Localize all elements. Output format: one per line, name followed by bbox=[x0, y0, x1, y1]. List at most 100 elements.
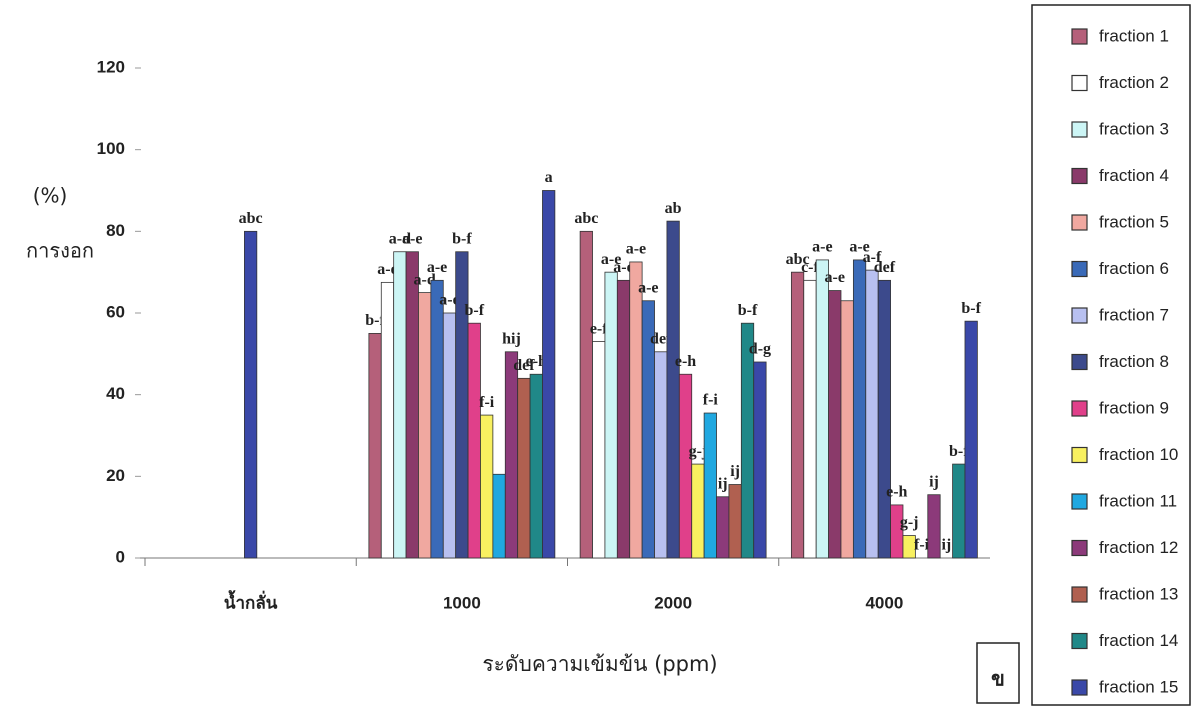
significance-label: f-i bbox=[914, 537, 930, 554]
bar bbox=[878, 280, 890, 558]
significance-label: b-f bbox=[738, 302, 758, 319]
bar bbox=[741, 323, 753, 558]
bar bbox=[667, 221, 679, 558]
bar bbox=[655, 352, 667, 558]
legend-label: fraction 10 bbox=[1099, 445, 1178, 464]
significance-label: ij bbox=[929, 473, 939, 490]
y-tick-label: 40 bbox=[106, 384, 125, 403]
y-tick-label: 120 bbox=[97, 57, 125, 76]
bar bbox=[617, 280, 629, 558]
bar bbox=[505, 352, 517, 558]
legend-swatch bbox=[1072, 215, 1087, 230]
significance-label: a-e bbox=[812, 239, 832, 256]
significance-label: a-e bbox=[638, 279, 658, 296]
y-tick-label: 80 bbox=[106, 221, 125, 240]
x-tick-label: 2000 bbox=[654, 593, 692, 612]
bar bbox=[704, 413, 716, 558]
legend-swatch bbox=[1072, 308, 1087, 323]
bar bbox=[891, 505, 903, 558]
legend-label: fraction 14 bbox=[1099, 631, 1178, 650]
significance-label: ij bbox=[718, 475, 728, 492]
bar bbox=[866, 270, 878, 558]
legend-label: fraction 5 bbox=[1099, 212, 1169, 231]
legend-swatch bbox=[1072, 76, 1087, 91]
bar bbox=[965, 321, 977, 558]
significance-label: ij bbox=[730, 463, 740, 480]
bar bbox=[593, 342, 605, 558]
significance-label: g-j bbox=[900, 514, 919, 531]
bar bbox=[369, 333, 381, 558]
bar bbox=[630, 262, 642, 558]
legend-swatch bbox=[1072, 401, 1087, 416]
y-unit: (%) bbox=[33, 184, 68, 208]
bar bbox=[679, 374, 691, 558]
legend-swatch bbox=[1072, 587, 1087, 602]
y-tick-label: 60 bbox=[106, 302, 125, 321]
x-tick-label: 1000 bbox=[443, 593, 481, 612]
significance-label: def bbox=[874, 259, 896, 276]
bar bbox=[829, 291, 841, 558]
corner-note: ข bbox=[991, 667, 1005, 691]
significance-label: hij bbox=[502, 330, 521, 347]
bar bbox=[717, 497, 729, 558]
legend-swatch bbox=[1072, 355, 1087, 370]
y-tick-label: 20 bbox=[106, 466, 125, 485]
legend-swatch bbox=[1072, 634, 1087, 649]
significance-label: abc bbox=[239, 210, 263, 227]
bar bbox=[493, 474, 505, 558]
bar bbox=[953, 464, 965, 558]
bar bbox=[542, 191, 554, 559]
significance-label: e-h bbox=[675, 353, 696, 370]
bar bbox=[394, 252, 406, 558]
legend-label: fraction 4 bbox=[1099, 166, 1169, 185]
significance-label: f-i bbox=[703, 392, 719, 409]
legend-label: fraction 6 bbox=[1099, 259, 1169, 278]
legend-swatch bbox=[1072, 122, 1087, 137]
legend-swatch bbox=[1072, 541, 1087, 556]
bar bbox=[692, 464, 704, 558]
x-tick-label: 4000 bbox=[865, 593, 903, 612]
bar bbox=[418, 293, 430, 558]
bar bbox=[841, 301, 853, 558]
significance-label: b-f bbox=[452, 230, 472, 247]
bar bbox=[480, 415, 492, 558]
legend-label: fraction 1 bbox=[1099, 26, 1169, 45]
significance-label: a-e bbox=[402, 230, 422, 247]
bar bbox=[443, 313, 455, 558]
legend-label: fraction 7 bbox=[1099, 305, 1169, 324]
legend-swatch bbox=[1072, 494, 1087, 509]
legend-label: fraction 9 bbox=[1099, 398, 1169, 417]
bar bbox=[791, 272, 803, 558]
significance-label: ab bbox=[665, 200, 682, 217]
significance-label: e-h bbox=[886, 484, 907, 501]
bar bbox=[431, 280, 443, 558]
y-label: การงอก bbox=[26, 239, 94, 263]
bar bbox=[381, 282, 393, 558]
significance-label: f-i bbox=[479, 394, 495, 411]
bar bbox=[530, 374, 542, 558]
legend-label: fraction 2 bbox=[1099, 73, 1169, 92]
x-tick-label: น้ำกลั่น bbox=[224, 589, 278, 612]
legend-swatch bbox=[1072, 680, 1087, 695]
significance-label: a bbox=[545, 169, 553, 186]
bar bbox=[928, 495, 940, 558]
x-label: ระดับความเข้มข้น (ppm) bbox=[482, 652, 717, 676]
significance-label: abc bbox=[574, 210, 598, 227]
legend-label: fraction 13 bbox=[1099, 584, 1178, 603]
y-tick-label: 0 bbox=[116, 547, 125, 566]
chart: (%) การงอก ระดับความเข้มข้น (ppm) ข 0 20 4… bbox=[0, 0, 1195, 710]
bar bbox=[729, 485, 741, 559]
significance-label: a-e bbox=[427, 259, 447, 276]
legend-swatch bbox=[1072, 262, 1087, 277]
significance-label: ij bbox=[941, 537, 951, 554]
bar bbox=[456, 252, 468, 558]
bar bbox=[468, 323, 480, 558]
bar bbox=[580, 231, 592, 558]
legend-swatch bbox=[1072, 448, 1087, 463]
bar bbox=[804, 280, 816, 558]
significance-label: d-g bbox=[749, 341, 771, 358]
bar bbox=[518, 378, 530, 558]
legend-label: fraction 3 bbox=[1099, 119, 1169, 138]
y-tick-label: 100 bbox=[97, 139, 125, 158]
legend-label: fraction 11 bbox=[1099, 491, 1177, 510]
